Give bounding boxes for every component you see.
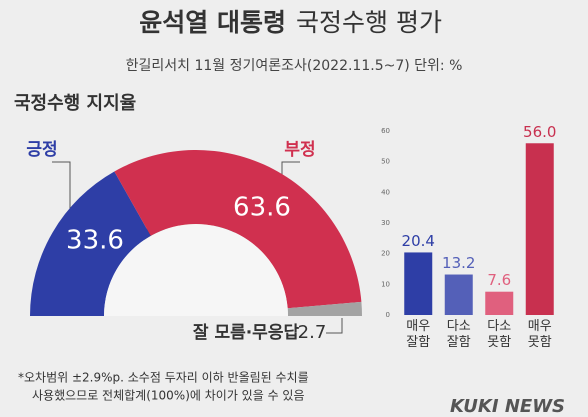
y-tick-label: 20: [381, 250, 390, 258]
pie-value: 2.7: [298, 322, 327, 343]
y-tick-label: 50: [381, 158, 390, 166]
bar: [485, 291, 514, 315]
pie-label: 긍정: [26, 140, 57, 160]
footnote: *오차범위 ±2.9%p. 소수점 두자리 이하 반올림된 수치를: [18, 371, 309, 385]
pie-value: 63.6: [233, 193, 291, 223]
bar: [404, 252, 433, 315]
y-tick-label: 30: [381, 219, 390, 227]
subtitle: 한길리서치 11월 정기여론조사(2022.11.5~7) 단위: %: [126, 58, 463, 74]
x-tick-label: 매우 못함: [527, 319, 552, 350]
pie-label: 잘 모름·무응답: [193, 322, 300, 343]
footnote: 사용했으므로 전체합계(100%)에 차이가 있을 수 있음: [32, 389, 305, 403]
x-tick-label: 다소 잘함: [446, 319, 471, 350]
pie-value: 33.6: [66, 226, 124, 256]
y-tick-label: 10: [381, 280, 390, 288]
pie-label: 부정: [284, 140, 315, 160]
pie-slice: [114, 150, 362, 309]
pie-slice: [287, 301, 362, 316]
bar: [525, 143, 554, 315]
y-tick-label: 40: [381, 188, 390, 196]
pie-slice: [30, 171, 151, 316]
bar-value-label: 56.0: [523, 123, 556, 141]
bar-value-label: 13.2: [442, 254, 475, 272]
chart-title: 국정수행 지지율: [14, 93, 136, 114]
y-tick-label: 0: [386, 311, 390, 319]
bar-value-label: 20.4: [402, 232, 435, 250]
x-tick-label: 매우 잘함: [406, 319, 431, 350]
brand: KUKI NEWS: [450, 396, 565, 417]
bar-value-label: 7.6: [487, 271, 511, 289]
bar: [444, 274, 473, 315]
y-tick-label: 60: [381, 127, 390, 135]
title-bold: 윤석열 대통령: [139, 8, 286, 37]
pie-inner: [104, 224, 288, 316]
x-tick-label: 다소 못함: [487, 319, 512, 350]
title-rest: 국정수행 평가: [296, 8, 442, 37]
